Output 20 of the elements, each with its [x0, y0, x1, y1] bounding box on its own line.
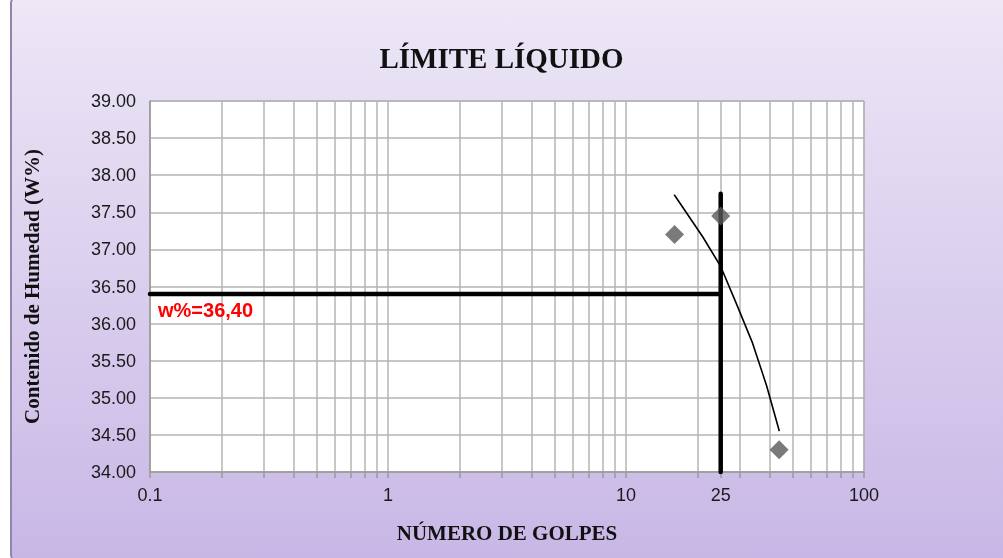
y-tick-label: 38.50	[90, 128, 136, 149]
x-axis-title: NÚMERO DE GOLPES	[396, 520, 618, 545]
x-tick-label: 100	[848, 485, 880, 505]
annotation: w%=36,40	[157, 298, 254, 321]
y-tick-label: 37.50	[90, 202, 136, 223]
y-tick-label: 36.50	[90, 276, 136, 297]
y-tick-label: 37.00	[90, 239, 136, 260]
y-tick-label: 35.00	[90, 387, 136, 408]
y-tick-label: 34.00	[90, 462, 136, 482]
y-tick-label: 34.50	[90, 424, 136, 445]
x-tick-label: 10	[615, 485, 637, 505]
x-tick-label: 1	[382, 485, 394, 505]
y-tick-label: 38.00	[90, 165, 136, 186]
x-tick-label: 25	[710, 485, 731, 505]
y-tick-label: 35.50	[90, 350, 136, 371]
y-axis-title: Contenido de Humedad (W%)	[19, 149, 44, 424]
chart-title: LÍMITE LÍQUIDO	[379, 41, 624, 74]
y-tick-label: 36.00	[90, 313, 136, 334]
x-tick-label: 0.1	[137, 485, 163, 505]
y-tick-label: 39.00	[90, 91, 136, 111]
